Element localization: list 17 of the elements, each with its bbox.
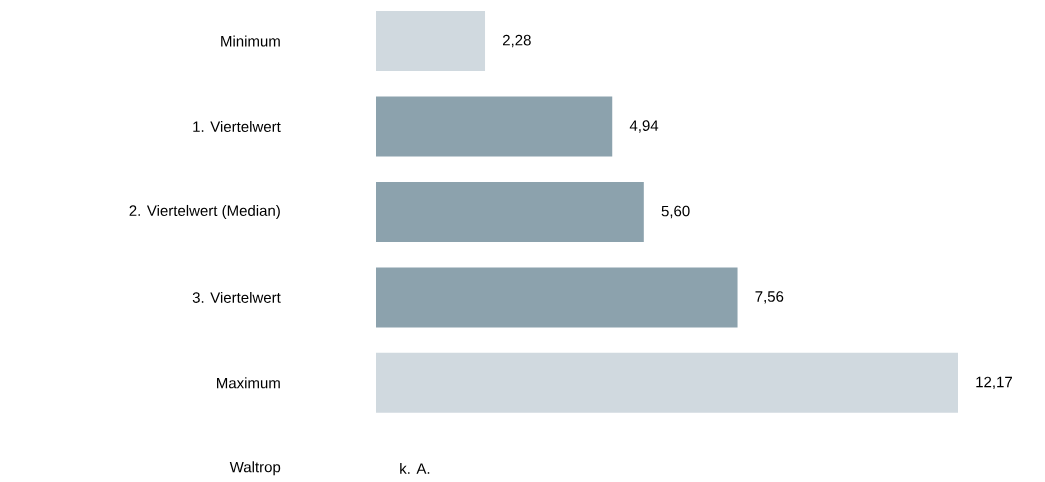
bar [376, 96, 613, 157]
y-tick-label: Maximum [217, 377, 280, 389]
bar [376, 11, 486, 72]
data-label: 2,28 [502, 34, 531, 48]
y-tick-label: 2. Viertelwert (Median) [129, 204, 280, 219]
bar [376, 181, 644, 242]
bar [376, 352, 958, 413]
y-tick-label: 1. Viertelwert [193, 120, 281, 132]
y-tick-label: Minimum [221, 35, 280, 47]
data-label: 4,94 [629, 120, 659, 133]
text: k. A. [400, 462, 430, 474]
data-label: 5,60 [661, 205, 690, 219]
y-tick-label: 3. Viertelwert [192, 291, 281, 303]
data-label: 12,17 [976, 376, 1012, 390]
bar [376, 267, 738, 328]
data-label: 7,56 [755, 291, 784, 304]
y-tick-label: Waltrop [229, 461, 281, 476]
